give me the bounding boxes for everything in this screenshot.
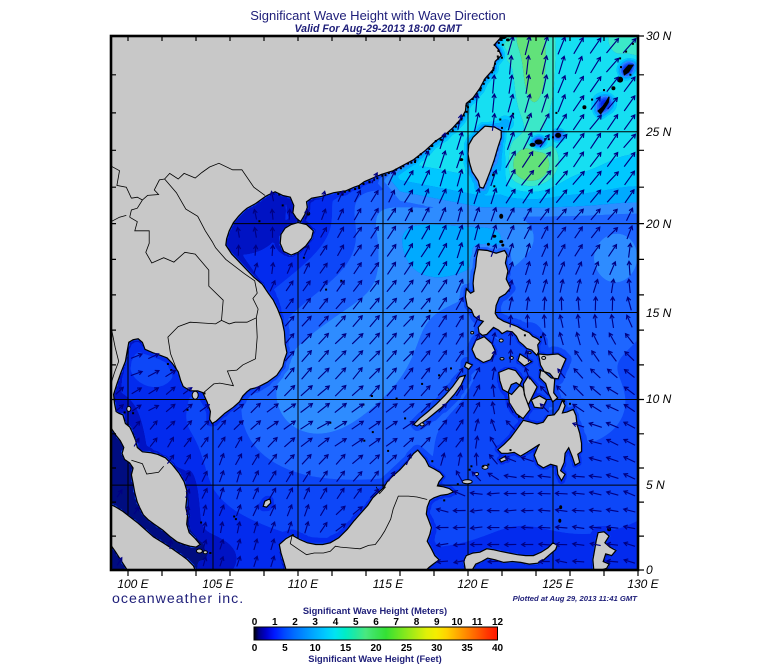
svg-text:Significant Wave Height (Feet): Significant Wave Height (Feet)	[308, 654, 441, 664]
svg-text:oceanweather inc.: oceanweather inc.	[112, 591, 244, 607]
svg-text:100 E: 100 E	[117, 577, 149, 591]
svg-text:35: 35	[462, 643, 474, 654]
svg-text:10: 10	[451, 617, 463, 628]
svg-text:6: 6	[373, 617, 379, 628]
svg-text:110 E: 110 E	[288, 577, 319, 591]
svg-text:11: 11	[472, 617, 483, 628]
svg-text:10: 10	[310, 643, 322, 654]
svg-text:105 E: 105 E	[202, 577, 234, 591]
svg-text:Valid For Aug-29-2013 18:00 GM: Valid For Aug-29-2013 18:00 GMT	[295, 23, 464, 35]
svg-text:8: 8	[414, 617, 420, 628]
svg-text:7: 7	[393, 617, 399, 628]
svg-text:9: 9	[434, 617, 440, 628]
svg-text:120 E: 120 E	[457, 577, 489, 591]
svg-text:5: 5	[353, 617, 359, 628]
svg-text:25: 25	[401, 643, 413, 654]
svg-text:5 N: 5 N	[646, 478, 665, 492]
svg-text:4: 4	[333, 617, 339, 628]
svg-text:1: 1	[272, 617, 278, 628]
svg-text:2: 2	[292, 617, 298, 628]
svg-text:15: 15	[340, 643, 352, 654]
svg-text:Plotted at Aug 29, 2013 11:41: Plotted at Aug 29, 2013 11:41 GMT	[513, 594, 639, 603]
svg-text:30: 30	[431, 643, 443, 654]
svg-text:30 N: 30 N	[646, 29, 672, 43]
svg-text:0: 0	[646, 563, 653, 577]
svg-text:0: 0	[252, 617, 258, 628]
svg-text:3: 3	[312, 617, 318, 628]
svg-text:12: 12	[492, 617, 504, 628]
svg-text:0: 0	[252, 643, 258, 654]
svg-text:25 N: 25 N	[645, 125, 672, 139]
svg-text:Significant Wave Height with W: Significant Wave Height with Wave Direct…	[250, 8, 506, 23]
svg-text:20: 20	[370, 643, 382, 654]
svg-text:5: 5	[282, 643, 288, 654]
svg-text:130 E: 130 E	[627, 577, 659, 591]
svg-text:Significant Wave Height (Meter: Significant Wave Height (Meters)	[303, 606, 447, 616]
svg-text:125 E: 125 E	[542, 577, 574, 591]
svg-text:20 N: 20 N	[645, 217, 672, 231]
svg-text:10 N: 10 N	[646, 392, 672, 406]
svg-text:40: 40	[492, 643, 504, 654]
svg-text:15 N: 15 N	[646, 306, 672, 320]
svg-text:115 E: 115 E	[373, 577, 404, 591]
